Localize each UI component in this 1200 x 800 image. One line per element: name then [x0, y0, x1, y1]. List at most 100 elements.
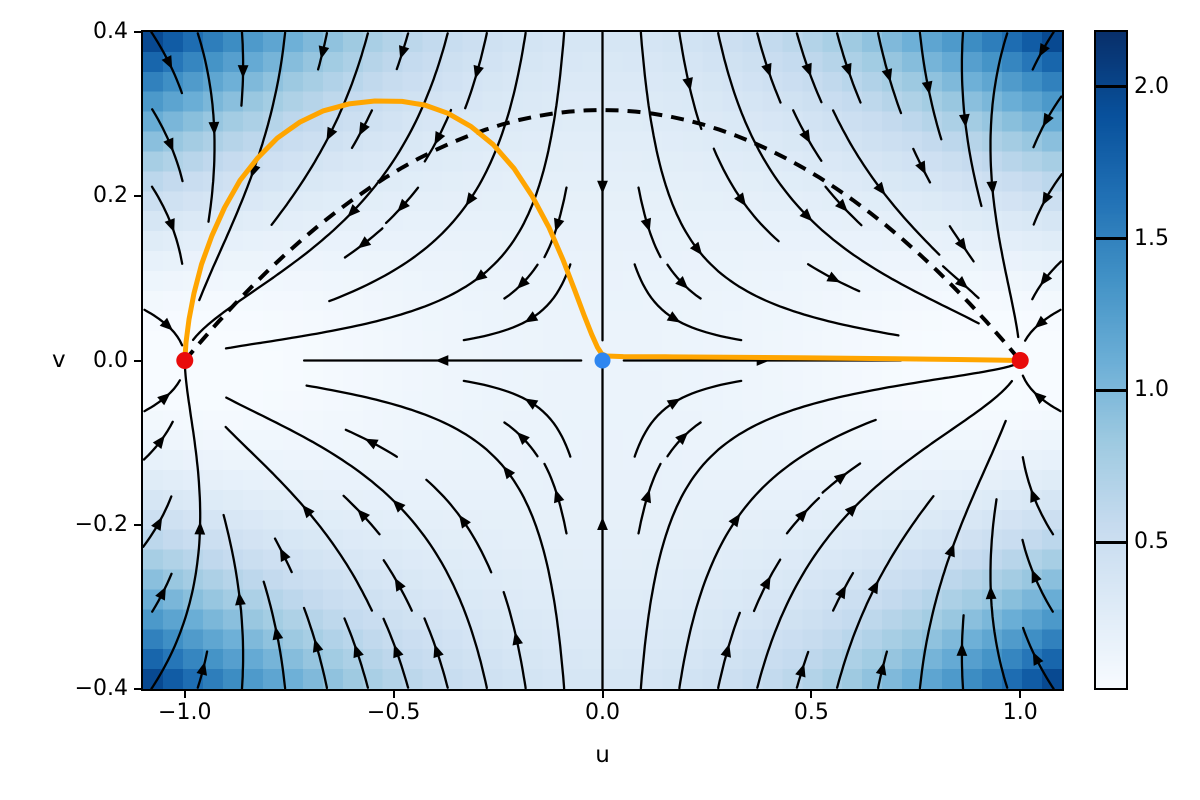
streamline-arrow-icon: [986, 181, 998, 195]
streamline-arrow-icon: [392, 499, 406, 513]
streamline-arrow-icon: [554, 217, 565, 232]
streamline-arrow-icon: [164, 218, 175, 233]
streamline-arrow-icon: [761, 62, 772, 77]
streamline-arrow-icon: [640, 489, 651, 504]
streamline-arrow-icon: [235, 592, 246, 606]
streamline-arrow-icon: [833, 472, 848, 485]
origin-saddle-point: [594, 352, 611, 369]
colorbar-contour-line: [1096, 388, 1126, 392]
streamline-arrow-icon: [689, 241, 703, 256]
streamline-arrow-icon: [873, 181, 886, 196]
x-tick-mark: [601, 691, 604, 698]
streamline-arrow-icon: [512, 631, 523, 646]
y-tick-mark: [134, 195, 141, 198]
streamline-arrow-icon: [393, 644, 404, 659]
streamline-arrow-icon: [1042, 191, 1053, 206]
streamline-arrow-icon: [524, 311, 539, 323]
y-tick-mark: [134, 688, 141, 690]
streamline-arrow-icon: [844, 503, 858, 517]
streamline: [756, 379, 1014, 689]
streamline-arrow-icon: [921, 80, 933, 95]
streamline-arrow-icon: [196, 661, 207, 676]
y-tick-mark: [134, 523, 141, 526]
y-tick-label: 0.4: [93, 19, 128, 44]
streamline-arrow-icon: [835, 198, 848, 212]
streamline-arrow-icon: [434, 131, 446, 145]
streamline-arrow-icon: [734, 192, 746, 207]
y-tick-label: 0.2: [93, 183, 128, 209]
streamline-arrow-icon: [524, 398, 539, 410]
streamline: [143, 308, 184, 347]
streamline-arrow-icon: [502, 465, 516, 480]
streamline-arrow-icon: [915, 160, 926, 175]
streamline: [224, 32, 566, 350]
right-fixed-point: [1011, 352, 1029, 369]
streamline-arrow-icon: [394, 577, 406, 592]
streamline-arrow-icon: [459, 514, 471, 529]
colorbar-tick-label: 1.5: [1134, 225, 1169, 251]
streamline-arrow-icon: [1034, 315, 1048, 329]
x-tick-label: 0.0: [585, 700, 620, 725]
streamline-arrow-icon: [799, 129, 811, 144]
streamline-arrow-icon: [364, 438, 379, 450]
x-tick-mark: [183, 691, 186, 698]
streamline: [712, 147, 780, 243]
colorbar-contour-line: [1096, 237, 1126, 241]
streamline: [717, 32, 980, 325]
streamline-arrow-icon: [163, 137, 174, 152]
streamline-arrow-icon: [956, 642, 968, 656]
x-tick-mark: [392, 691, 395, 698]
streamline-arrow-icon: [985, 585, 997, 600]
streamline-arrow-icon: [875, 661, 887, 676]
streamline-arrow-icon: [666, 311, 681, 323]
streamline-arrow-icon: [597, 517, 608, 530]
colorbar-tick-label: 0.5: [1134, 529, 1169, 555]
streamline-arrow-icon: [326, 126, 338, 141]
orange-trajectory-curve: [182, 98, 1023, 363]
streamline-arrow-icon: [728, 513, 741, 528]
x-tick-mark: [1019, 691, 1022, 698]
y-tick-label: 0.0: [93, 347, 128, 373]
x-tick-mark: [810, 691, 813, 698]
colorbar-tick-label: 2.0: [1134, 73, 1169, 99]
streamline-arrow-icon: [279, 547, 291, 562]
streamline-arrow-icon: [159, 317, 173, 331]
streamline: [425, 478, 493, 574]
plot-area: [143, 32, 1062, 689]
streamline-arrow-icon: [272, 626, 284, 641]
fixed-points-group: [176, 352, 1029, 369]
streamline-arrow-icon: [347, 204, 361, 218]
streamline-arrow-icon: [1033, 391, 1047, 405]
streamline-arrow-icon: [954, 237, 967, 252]
y-tick-label: −0.2: [74, 511, 128, 537]
x-axis-label: u: [595, 742, 610, 768]
streamline-arrow-icon: [473, 269, 488, 282]
streamline-arrow-icon: [954, 276, 969, 289]
streamline-arrow-icon: [666, 398, 681, 410]
streamline-arrow-icon: [682, 77, 693, 91]
streamline: [150, 185, 184, 265]
streamline-arrow-icon: [357, 236, 372, 249]
streamline-arrow-icon: [152, 435, 165, 449]
x-tick-label: 0.5: [793, 700, 829, 725]
colorbar-contour-line: [1096, 540, 1126, 544]
streamline-arrow-icon: [867, 580, 879, 595]
y-tick-mark: [134, 359, 141, 362]
streamline-arrow-icon: [358, 121, 370, 136]
streamline-arrow-icon: [399, 45, 410, 60]
streamline-arrow-icon: [795, 663, 806, 678]
streamline-arrow-icon: [435, 355, 449, 366]
streamline-arrow-icon: [881, 68, 893, 83]
streamline-arrow-icon: [1042, 112, 1054, 127]
streamline: [1021, 374, 1062, 413]
streamline-arrow-icon: [1031, 569, 1042, 584]
streamline-arrow-icon: [835, 585, 847, 600]
streamline-arrow-icon: [151, 516, 163, 531]
streamline-arrow-icon: [795, 509, 808, 523]
streamline-arrow-icon: [720, 643, 731, 658]
streamline-arrow-icon: [208, 121, 220, 136]
x-tick-label: 1.0: [1002, 700, 1038, 725]
streamline-arrow-icon: [155, 586, 166, 601]
streamline: [639, 359, 1022, 689]
